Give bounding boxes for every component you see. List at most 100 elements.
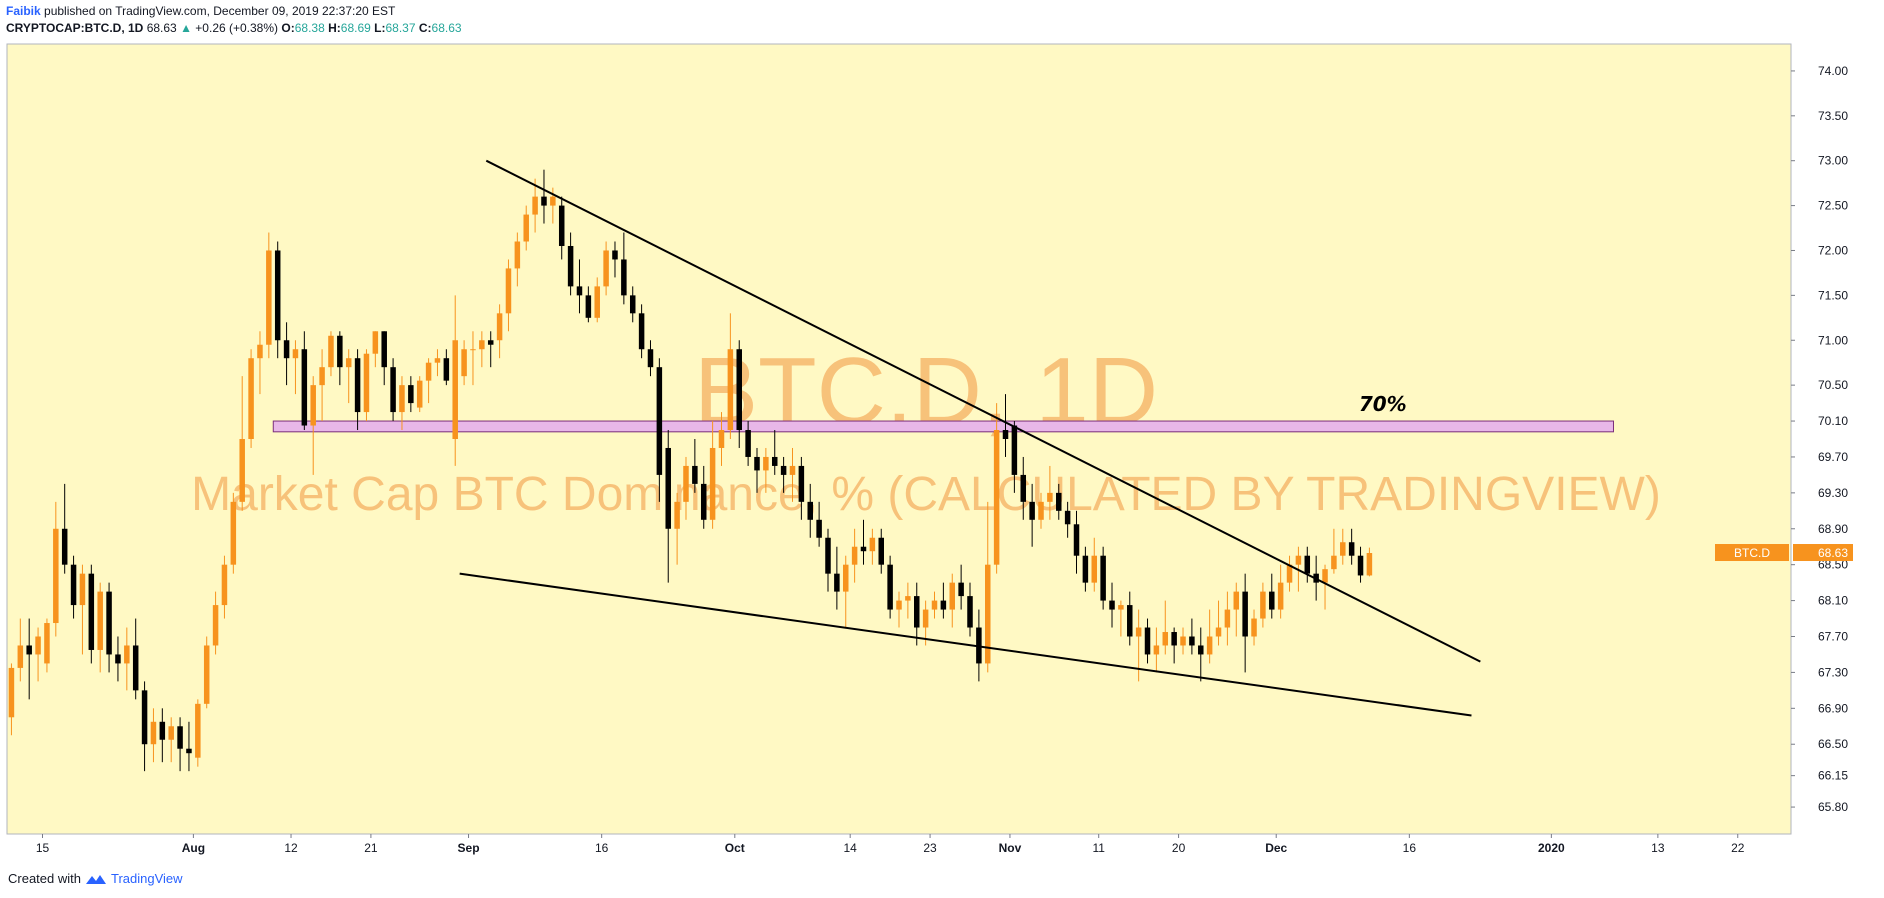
candle xyxy=(292,340,299,395)
candle xyxy=(1366,547,1373,577)
candle xyxy=(1162,600,1169,655)
candle xyxy=(851,528,858,583)
candle xyxy=(692,439,698,493)
candle-body xyxy=(825,537,831,574)
time-tick-label: 23 xyxy=(923,841,937,855)
price-tick-label: 69.30 xyxy=(1818,486,1848,500)
candle-body xyxy=(1251,618,1257,637)
candle xyxy=(558,196,565,260)
high-label: H: xyxy=(328,21,341,35)
candle xyxy=(1269,573,1275,619)
price-axis[interactable]: 74.00 73.50 73.00 72.50 72.00 71.50 71.00 70.50… xyxy=(1790,44,1848,834)
candle-body xyxy=(567,245,574,287)
candle xyxy=(887,555,893,619)
candle-body xyxy=(399,385,405,413)
candle-body xyxy=(807,501,813,520)
candle-body xyxy=(1064,510,1071,525)
candle xyxy=(53,501,59,637)
price-tick-label: 71.50 xyxy=(1818,288,1848,302)
candle-body xyxy=(150,721,157,745)
candle-body xyxy=(612,250,618,260)
candle xyxy=(1215,600,1222,646)
candle xyxy=(1260,582,1266,628)
candle-body xyxy=(550,196,556,206)
candle-body xyxy=(985,564,991,664)
candle xyxy=(869,528,876,565)
candle xyxy=(8,663,15,736)
candle-body xyxy=(851,546,858,565)
candle-body xyxy=(416,380,423,408)
open-label: O: xyxy=(281,21,295,35)
candle xyxy=(585,286,592,323)
candle-body xyxy=(390,367,396,413)
candle xyxy=(416,376,423,413)
candle-body xyxy=(61,528,68,565)
candle-body xyxy=(1153,645,1160,655)
price-tick-label: 73.50 xyxy=(1818,109,1848,123)
candle xyxy=(612,241,618,278)
candle-body xyxy=(328,335,334,368)
candle-body xyxy=(292,349,299,359)
candle-body xyxy=(1357,555,1364,576)
candle-body xyxy=(656,367,663,475)
candle xyxy=(576,259,583,314)
tradingview-brand-link[interactable]: TradingView xyxy=(110,871,183,886)
candle-body xyxy=(310,385,316,426)
time-tick-label: 21 xyxy=(364,841,378,855)
candle xyxy=(523,205,529,251)
candle xyxy=(985,501,991,673)
candle-body xyxy=(141,690,148,745)
candle-body xyxy=(763,456,769,471)
symbol-label: CRYPTOCAP:BTC.D, 1D xyxy=(6,21,144,35)
ohlc-legend: CRYPTOCAP:BTC.D, 1D 68.63 ▲ +0.26 (+0.38… xyxy=(6,21,462,36)
candle-body xyxy=(629,295,636,314)
price-tag-value-box xyxy=(1793,544,1853,562)
plot-area[interactable] xyxy=(6,43,1792,835)
candle-body xyxy=(1180,636,1186,646)
time-axis[interactable]: 15 Aug 12 21 Sep 16 Oct 14 23 Nov 11 20 Dec 16 2020 13 2… xyxy=(36,834,1745,855)
candle xyxy=(106,582,112,673)
candle-body xyxy=(1260,591,1266,619)
candle xyxy=(399,376,405,431)
candle xyxy=(1029,483,1035,547)
candle xyxy=(408,376,414,413)
candle xyxy=(124,627,130,691)
author-name[interactable]: Faibik xyxy=(6,4,41,18)
candle-body xyxy=(1242,591,1248,637)
candle-body xyxy=(470,349,476,351)
candle xyxy=(1020,456,1027,520)
candle xyxy=(186,721,192,772)
candle-body xyxy=(408,385,414,404)
candle-body xyxy=(44,623,50,664)
candle-body xyxy=(97,591,103,650)
candle xyxy=(470,331,476,386)
candle-body xyxy=(1331,555,1337,570)
candle-body xyxy=(452,340,458,439)
candle-body xyxy=(230,501,237,565)
time-tick-label: Sep xyxy=(458,841,480,855)
candle-body xyxy=(186,748,192,754)
candle-body xyxy=(931,600,938,610)
price-tick-label: 70.10 xyxy=(1818,414,1848,428)
candle-body xyxy=(683,465,689,502)
candle-body xyxy=(727,349,734,431)
candle xyxy=(967,582,973,637)
candle xyxy=(35,627,41,682)
tradingview-logo-icon[interactable] xyxy=(85,872,107,886)
candle xyxy=(860,519,867,565)
publish-header: Faibik published on TradingView.com, Dec… xyxy=(6,4,395,19)
candle xyxy=(283,322,290,386)
candle-body xyxy=(558,205,565,246)
candle xyxy=(541,169,547,224)
candle xyxy=(674,492,680,565)
price-tick-label: 67.30 xyxy=(1818,665,1848,679)
candle xyxy=(150,708,157,763)
candle xyxy=(665,430,671,583)
candle-body xyxy=(771,456,778,466)
candle-body xyxy=(354,358,361,413)
candle-body xyxy=(594,286,600,318)
candle xyxy=(1144,618,1151,664)
candle-body xyxy=(372,331,379,354)
time-tick-label: Aug xyxy=(182,841,205,855)
